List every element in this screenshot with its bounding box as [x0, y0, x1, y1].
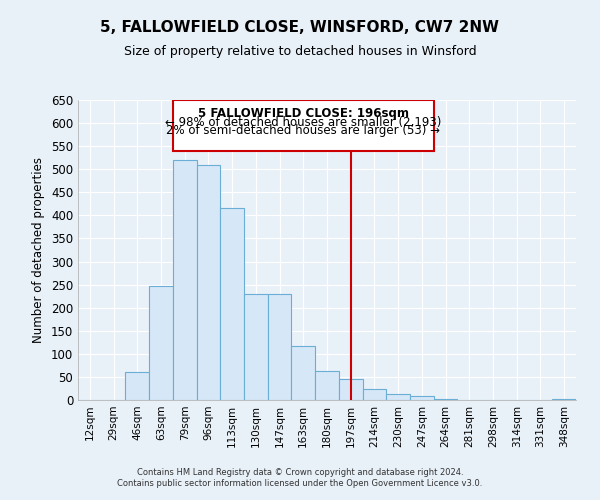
Text: 2% of semi-detached houses are larger (53) →: 2% of semi-detached houses are larger (5…	[166, 124, 440, 137]
Bar	[149, 286, 173, 400]
Text: Size of property relative to detached houses in Winsford: Size of property relative to detached ho…	[124, 45, 476, 58]
Bar	[244, 294, 268, 400]
Text: Contains HM Land Registry data © Crown copyright and database right 2024.
Contai: Contains HM Land Registry data © Crown c…	[118, 468, 482, 487]
Text: ← 98% of detached houses are smaller (2,193): ← 98% of detached houses are smaller (2,…	[165, 116, 442, 129]
Text: 5, FALLOWFIELD CLOSE, WINSFORD, CW7 2NW: 5, FALLOWFIELD CLOSE, WINSFORD, CW7 2NW	[101, 20, 499, 35]
Bar	[434, 399, 457, 400]
Bar	[410, 396, 434, 400]
Bar	[173, 160, 197, 400]
Bar	[552, 399, 576, 400]
Bar	[173, 100, 434, 151]
Bar	[339, 379, 362, 400]
Bar	[125, 372, 149, 400]
Bar	[362, 390, 386, 400]
Y-axis label: Number of detached properties: Number of detached properties	[32, 157, 46, 343]
Bar	[386, 394, 410, 400]
Bar	[315, 371, 339, 400]
Bar	[292, 346, 315, 400]
Bar	[197, 164, 220, 400]
Bar	[268, 294, 292, 400]
Bar	[220, 208, 244, 400]
Text: 5 FALLOWFIELD CLOSE: 196sqm: 5 FALLOWFIELD CLOSE: 196sqm	[198, 107, 409, 120]
